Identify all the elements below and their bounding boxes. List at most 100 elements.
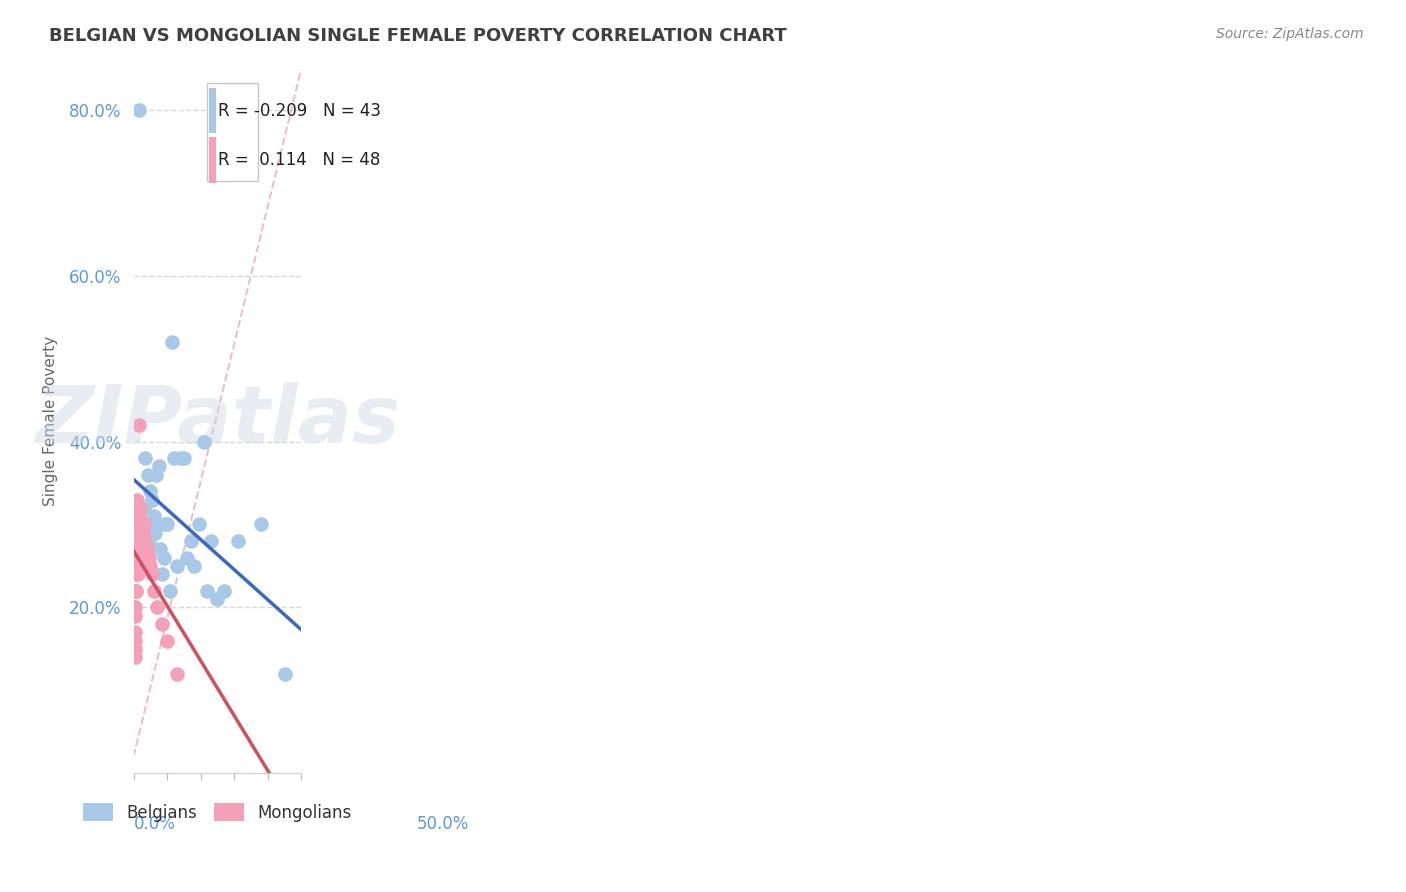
Point (143, 525, 166, 540)
Point (128, 525, 150, 540)
Point (124, 550, 146, 565)
Point (127, 525, 149, 540)
Point (129, 542, 152, 557)
Point (138, 534, 160, 549)
Point (146, 517, 169, 532)
Point (125, 583, 148, 598)
Point (134, 534, 156, 549)
Point (207, 592, 229, 607)
Text: 50.0%: 50.0% (416, 815, 470, 833)
Point (124, 583, 146, 598)
Point (193, 434, 215, 449)
Point (273, 666, 295, 681)
Point (176, 550, 198, 565)
Point (131, 517, 153, 532)
Point (127, 542, 149, 557)
Point (128, 517, 150, 532)
Point (125, 517, 148, 532)
Point (125, 558, 148, 573)
Point (125, 492, 148, 507)
Point (124, 600, 146, 615)
Point (134, 500, 156, 515)
Point (128, 509, 150, 524)
Point (156, 517, 179, 532)
Point (124, 633, 146, 648)
Point (200, 534, 222, 549)
Point (139, 525, 162, 540)
Point (136, 467, 159, 482)
Point (125, 567, 148, 582)
Point (226, 534, 249, 549)
Point (125, 567, 148, 582)
Point (166, 558, 188, 573)
Point (183, 558, 205, 573)
Point (159, 583, 181, 598)
Point (145, 467, 167, 482)
Point (132, 500, 155, 515)
Point (212, 583, 235, 598)
Point (124, 625, 146, 640)
Point (127, 525, 149, 540)
Point (124, 608, 146, 623)
Text: BELGIAN VS MONGOLIAN SINGLE FEMALE POVERTY CORRELATION CHART: BELGIAN VS MONGOLIAN SINGLE FEMALE POVER… (49, 27, 787, 45)
Point (139, 558, 162, 573)
Point (141, 492, 163, 507)
Point (180, 534, 202, 549)
Point (131, 534, 153, 549)
Point (195, 583, 218, 598)
Point (148, 459, 170, 474)
Point (155, 517, 177, 532)
Point (125, 534, 148, 549)
Point (166, 666, 188, 681)
Point (128, 417, 150, 432)
Point (135, 550, 157, 565)
Point (128, 517, 150, 532)
Point (143, 509, 166, 524)
Point (188, 517, 211, 532)
Point (149, 542, 172, 557)
Point (136, 542, 159, 557)
Point (163, 451, 186, 466)
Point (128, 103, 150, 117)
Point (141, 567, 163, 582)
Point (129, 517, 152, 532)
Point (131, 542, 153, 557)
Point (134, 517, 156, 532)
Point (150, 617, 173, 632)
Y-axis label: Single Female Poverty: Single Female Poverty (44, 335, 58, 506)
Point (124, 641, 146, 656)
Text: R = -0.209   N = 43: R = -0.209 N = 43 (218, 102, 381, 120)
Point (142, 583, 165, 598)
Point (150, 567, 173, 582)
FancyBboxPatch shape (209, 87, 215, 133)
Point (129, 500, 152, 515)
Point (125, 534, 148, 549)
Point (142, 517, 165, 532)
Point (250, 517, 273, 532)
Text: Source: ZipAtlas.com: Source: ZipAtlas.com (1216, 27, 1364, 41)
Point (132, 517, 155, 532)
FancyBboxPatch shape (207, 83, 257, 181)
Point (129, 534, 152, 549)
Point (124, 583, 146, 598)
Point (122, 600, 145, 615)
Point (138, 484, 160, 499)
Point (138, 550, 160, 565)
Point (152, 550, 174, 565)
Point (169, 451, 191, 466)
Point (127, 517, 149, 532)
Point (127, 500, 149, 515)
Point (146, 600, 169, 615)
Point (132, 517, 155, 532)
Point (124, 650, 146, 665)
Point (134, 451, 156, 466)
Legend: Belgians, Mongolians: Belgians, Mongolians (76, 797, 359, 829)
Text: R =  0.114   N = 48: R = 0.114 N = 48 (218, 151, 380, 169)
Point (127, 567, 149, 582)
FancyBboxPatch shape (209, 136, 215, 183)
Point (156, 633, 179, 648)
Text: ZIPatlas: ZIPatlas (35, 382, 399, 460)
Point (160, 335, 183, 350)
Point (127, 558, 149, 573)
Point (131, 525, 153, 540)
